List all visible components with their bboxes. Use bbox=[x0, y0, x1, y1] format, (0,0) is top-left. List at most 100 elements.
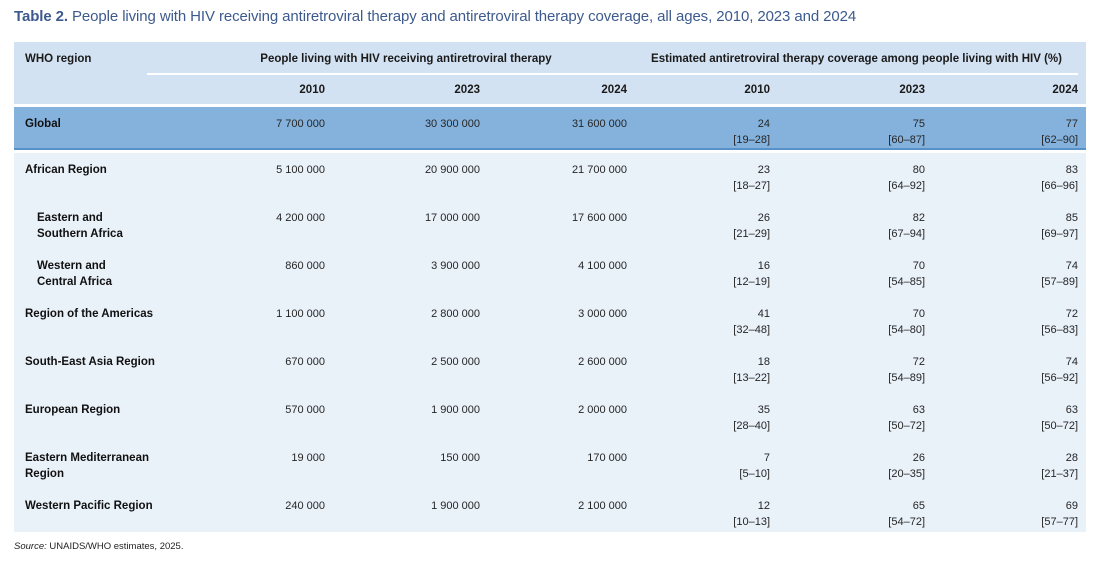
region-name-line: African Region bbox=[25, 164, 107, 176]
coverage-value: 75 bbox=[912, 118, 925, 130]
coverage-range: [54–80] bbox=[888, 324, 925, 336]
source-note: Source: UNAIDS/WHO estimates, 2025. bbox=[14, 541, 183, 552]
coverage-value: 70 bbox=[912, 308, 925, 320]
art-value-cell: 2 800 000 bbox=[431, 308, 480, 320]
region-cell: South-East Asia Region bbox=[14, 345, 185, 393]
coverage-range: [50–72] bbox=[1041, 420, 1078, 432]
coverage-cell: 28 [21–37] bbox=[925, 441, 1086, 489]
coverage-value: 74 bbox=[1065, 356, 1078, 368]
art-value-cell: 3 000 000 bbox=[578, 308, 627, 320]
coverage-cell: 7 [5–10] bbox=[627, 441, 770, 489]
art-value-cell: 150 000 bbox=[440, 452, 480, 464]
coverage-range: [18–27] bbox=[733, 180, 770, 192]
art-value-cell: 1 900 000 bbox=[431, 404, 480, 416]
art-value-cell: 4 100 000 bbox=[578, 260, 627, 272]
coverage-range: [69–97] bbox=[1041, 228, 1078, 240]
coverage-value: 85 bbox=[1065, 212, 1078, 224]
year-header: 2010 bbox=[744, 83, 770, 96]
coverage-value: 7 bbox=[763, 452, 770, 464]
table-row: Western Pacific Region 240 000 1 900 000 2 … bbox=[14, 489, 1086, 532]
coverage-value: 77 bbox=[1065, 118, 1078, 130]
table-row: Region of the Americas 1 100 000 2 800 000… bbox=[14, 297, 1086, 345]
year-header: 2023 bbox=[454, 83, 480, 96]
table-row: European Region 570 000 1 900 000 2 000 000… bbox=[14, 393, 1086, 441]
coverage-cell: 18 [13–22] bbox=[627, 345, 770, 393]
art-value-cell: 5 100 000 bbox=[276, 164, 325, 176]
coverage-cell: 74 [57–89] bbox=[925, 249, 1086, 297]
year-header: 2024 bbox=[1052, 83, 1078, 96]
coverage-cell: 70 [54–85] bbox=[770, 249, 925, 297]
coverage-cell: 72 [56–83] bbox=[925, 297, 1086, 345]
region-cell: African Region bbox=[14, 153, 185, 201]
region-name-line: Southern Africa bbox=[37, 228, 123, 240]
header-divider bbox=[147, 73, 1078, 75]
coverage-range: [56–83] bbox=[1041, 324, 1078, 336]
coverage-value: 70 bbox=[912, 260, 925, 272]
coverage-range: [56–92] bbox=[1041, 372, 1078, 384]
art-value-cell: 2 600 000 bbox=[578, 356, 627, 368]
coverage-value: 28 bbox=[1065, 452, 1078, 464]
year-header: 2010 bbox=[299, 83, 325, 96]
art-value-cell: 2 000 000 bbox=[578, 404, 627, 416]
coverage-cell: 63 [50–72] bbox=[925, 393, 1086, 441]
coverage-value: 83 bbox=[1065, 164, 1078, 176]
coverage-value: 72 bbox=[912, 356, 925, 368]
art-value-cell: 4 200 000 bbox=[276, 212, 325, 224]
art-value-cell: 20 900 000 bbox=[424, 164, 480, 176]
table-header-years: 2010 2023 2024 2010 2023 2024 bbox=[14, 75, 1086, 104]
coverage-cell: 70 [54–80] bbox=[770, 297, 925, 345]
coverage-cell: 23 [18–27] bbox=[627, 153, 770, 201]
coverage-cell: 74 [56–92] bbox=[925, 345, 1086, 393]
coverage-value: 41 bbox=[757, 308, 770, 320]
table-title: Table 2. People living with HIV receivin… bbox=[14, 8, 856, 25]
table-row: African Region 5 100 000 20 900 000 21 700 … bbox=[14, 153, 1086, 201]
region-cell: Western and Central Africa bbox=[14, 249, 185, 297]
coverage-cell: 80 [64–92] bbox=[770, 153, 925, 201]
coverage-range: [20–35] bbox=[888, 468, 925, 480]
coverage-range: [57–89] bbox=[1041, 276, 1078, 288]
coverage-cell: 69 [57–77] bbox=[925, 489, 1086, 532]
coverage-cell: 35 [28–40] bbox=[627, 393, 770, 441]
region-name-line: Eastern Mediterranean bbox=[25, 452, 149, 464]
art-value-cell: 1 900 000 bbox=[431, 500, 480, 512]
region-cell: Western Pacific Region bbox=[14, 489, 185, 532]
region-name-line: Region bbox=[25, 468, 64, 480]
region-name-line: European Region bbox=[25, 404, 121, 416]
region-cell: Eastern and Southern Africa bbox=[14, 201, 185, 249]
coverage-range: [28–40] bbox=[733, 420, 770, 432]
global-row-mount: Global 7 700 000 30 300 000 31 600 000 24 [19… bbox=[14, 107, 1086, 150]
group-header-coverage: Estimated antiretroviral therapy coverag… bbox=[651, 52, 1062, 65]
coverage-value: 65 bbox=[912, 500, 925, 512]
coverage-cell: 82 [67–94] bbox=[770, 201, 925, 249]
coverage-range: [60–87] bbox=[888, 134, 925, 146]
source-label: Source: bbox=[14, 541, 47, 552]
art-value-cell: 240 000 bbox=[285, 500, 325, 512]
source-text: UNAIDS/WHO estimates, 2025. bbox=[46, 541, 184, 552]
table-row-global: Global 7 700 000 30 300 000 31 600 000 24 [19… bbox=[14, 107, 1086, 150]
art-value-cell: 2 500 000 bbox=[431, 356, 480, 368]
coverage-value: 74 bbox=[1065, 260, 1078, 272]
year-header: 2023 bbox=[899, 83, 925, 96]
coverage-range: [21–29] bbox=[733, 228, 770, 240]
region-name-line: South-East Asia Region bbox=[25, 356, 155, 368]
coverage-range: [13–22] bbox=[733, 372, 770, 384]
coverage-cell: 26 [21–29] bbox=[627, 201, 770, 249]
coverage-value: 24 bbox=[757, 118, 770, 130]
coverage-cell: 72 [54–89] bbox=[770, 345, 925, 393]
region-cell: Global bbox=[14, 107, 185, 148]
coverage-range: [66–96] bbox=[1041, 180, 1078, 192]
coverage-value: 63 bbox=[912, 404, 925, 416]
coverage-cell: 63 [50–72] bbox=[770, 393, 925, 441]
table-title-number: Table 2. bbox=[14, 8, 68, 25]
art-value-cell: 1 100 000 bbox=[276, 308, 325, 320]
region-name-line: Central Africa bbox=[37, 276, 112, 288]
art-value-cell: 860 000 bbox=[285, 260, 325, 272]
coverage-value: 26 bbox=[757, 212, 770, 224]
art-value-cell: 30 300 000 bbox=[424, 118, 480, 130]
region-cell: European Region bbox=[14, 393, 185, 441]
coverage-cell: 24 [19–28] bbox=[627, 107, 770, 148]
coverage-value: 12 bbox=[757, 500, 770, 512]
region-name-line: Western and bbox=[37, 260, 106, 272]
coverage-cell: 77 [62–90] bbox=[925, 107, 1086, 148]
